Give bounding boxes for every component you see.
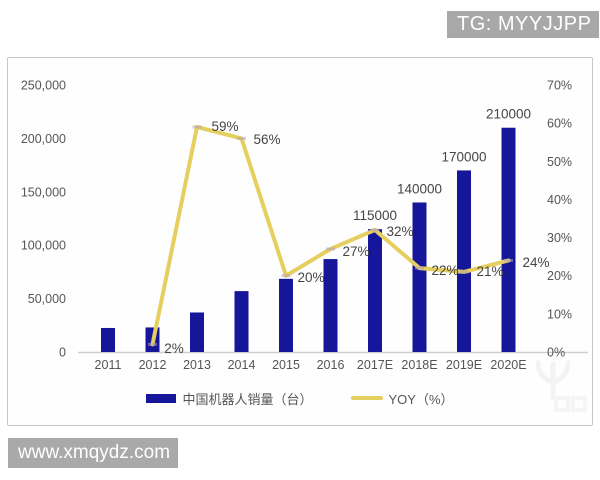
iyiou-watermark-logo bbox=[535, 360, 587, 412]
bar-series-swatch-icon bbox=[146, 393, 177, 403]
website-watermark: www.xmqydz.com bbox=[8, 438, 178, 468]
line-series-swatch-icon bbox=[350, 396, 383, 400]
legend-item-sales: 中国机器人销量（台） bbox=[146, 389, 313, 408]
bar-series-label: 中国机器人销量（台） bbox=[182, 391, 313, 407]
telegram-badge: TG: MYYJJPP bbox=[447, 11, 599, 38]
chart-panel bbox=[7, 57, 593, 426]
line-series-label: YOY（%） bbox=[388, 391, 454, 407]
chart-legend: 中国机器人销量（台） YOY（%） bbox=[7, 388, 593, 408]
legend-item-yoy: YOY（%） bbox=[350, 389, 454, 408]
